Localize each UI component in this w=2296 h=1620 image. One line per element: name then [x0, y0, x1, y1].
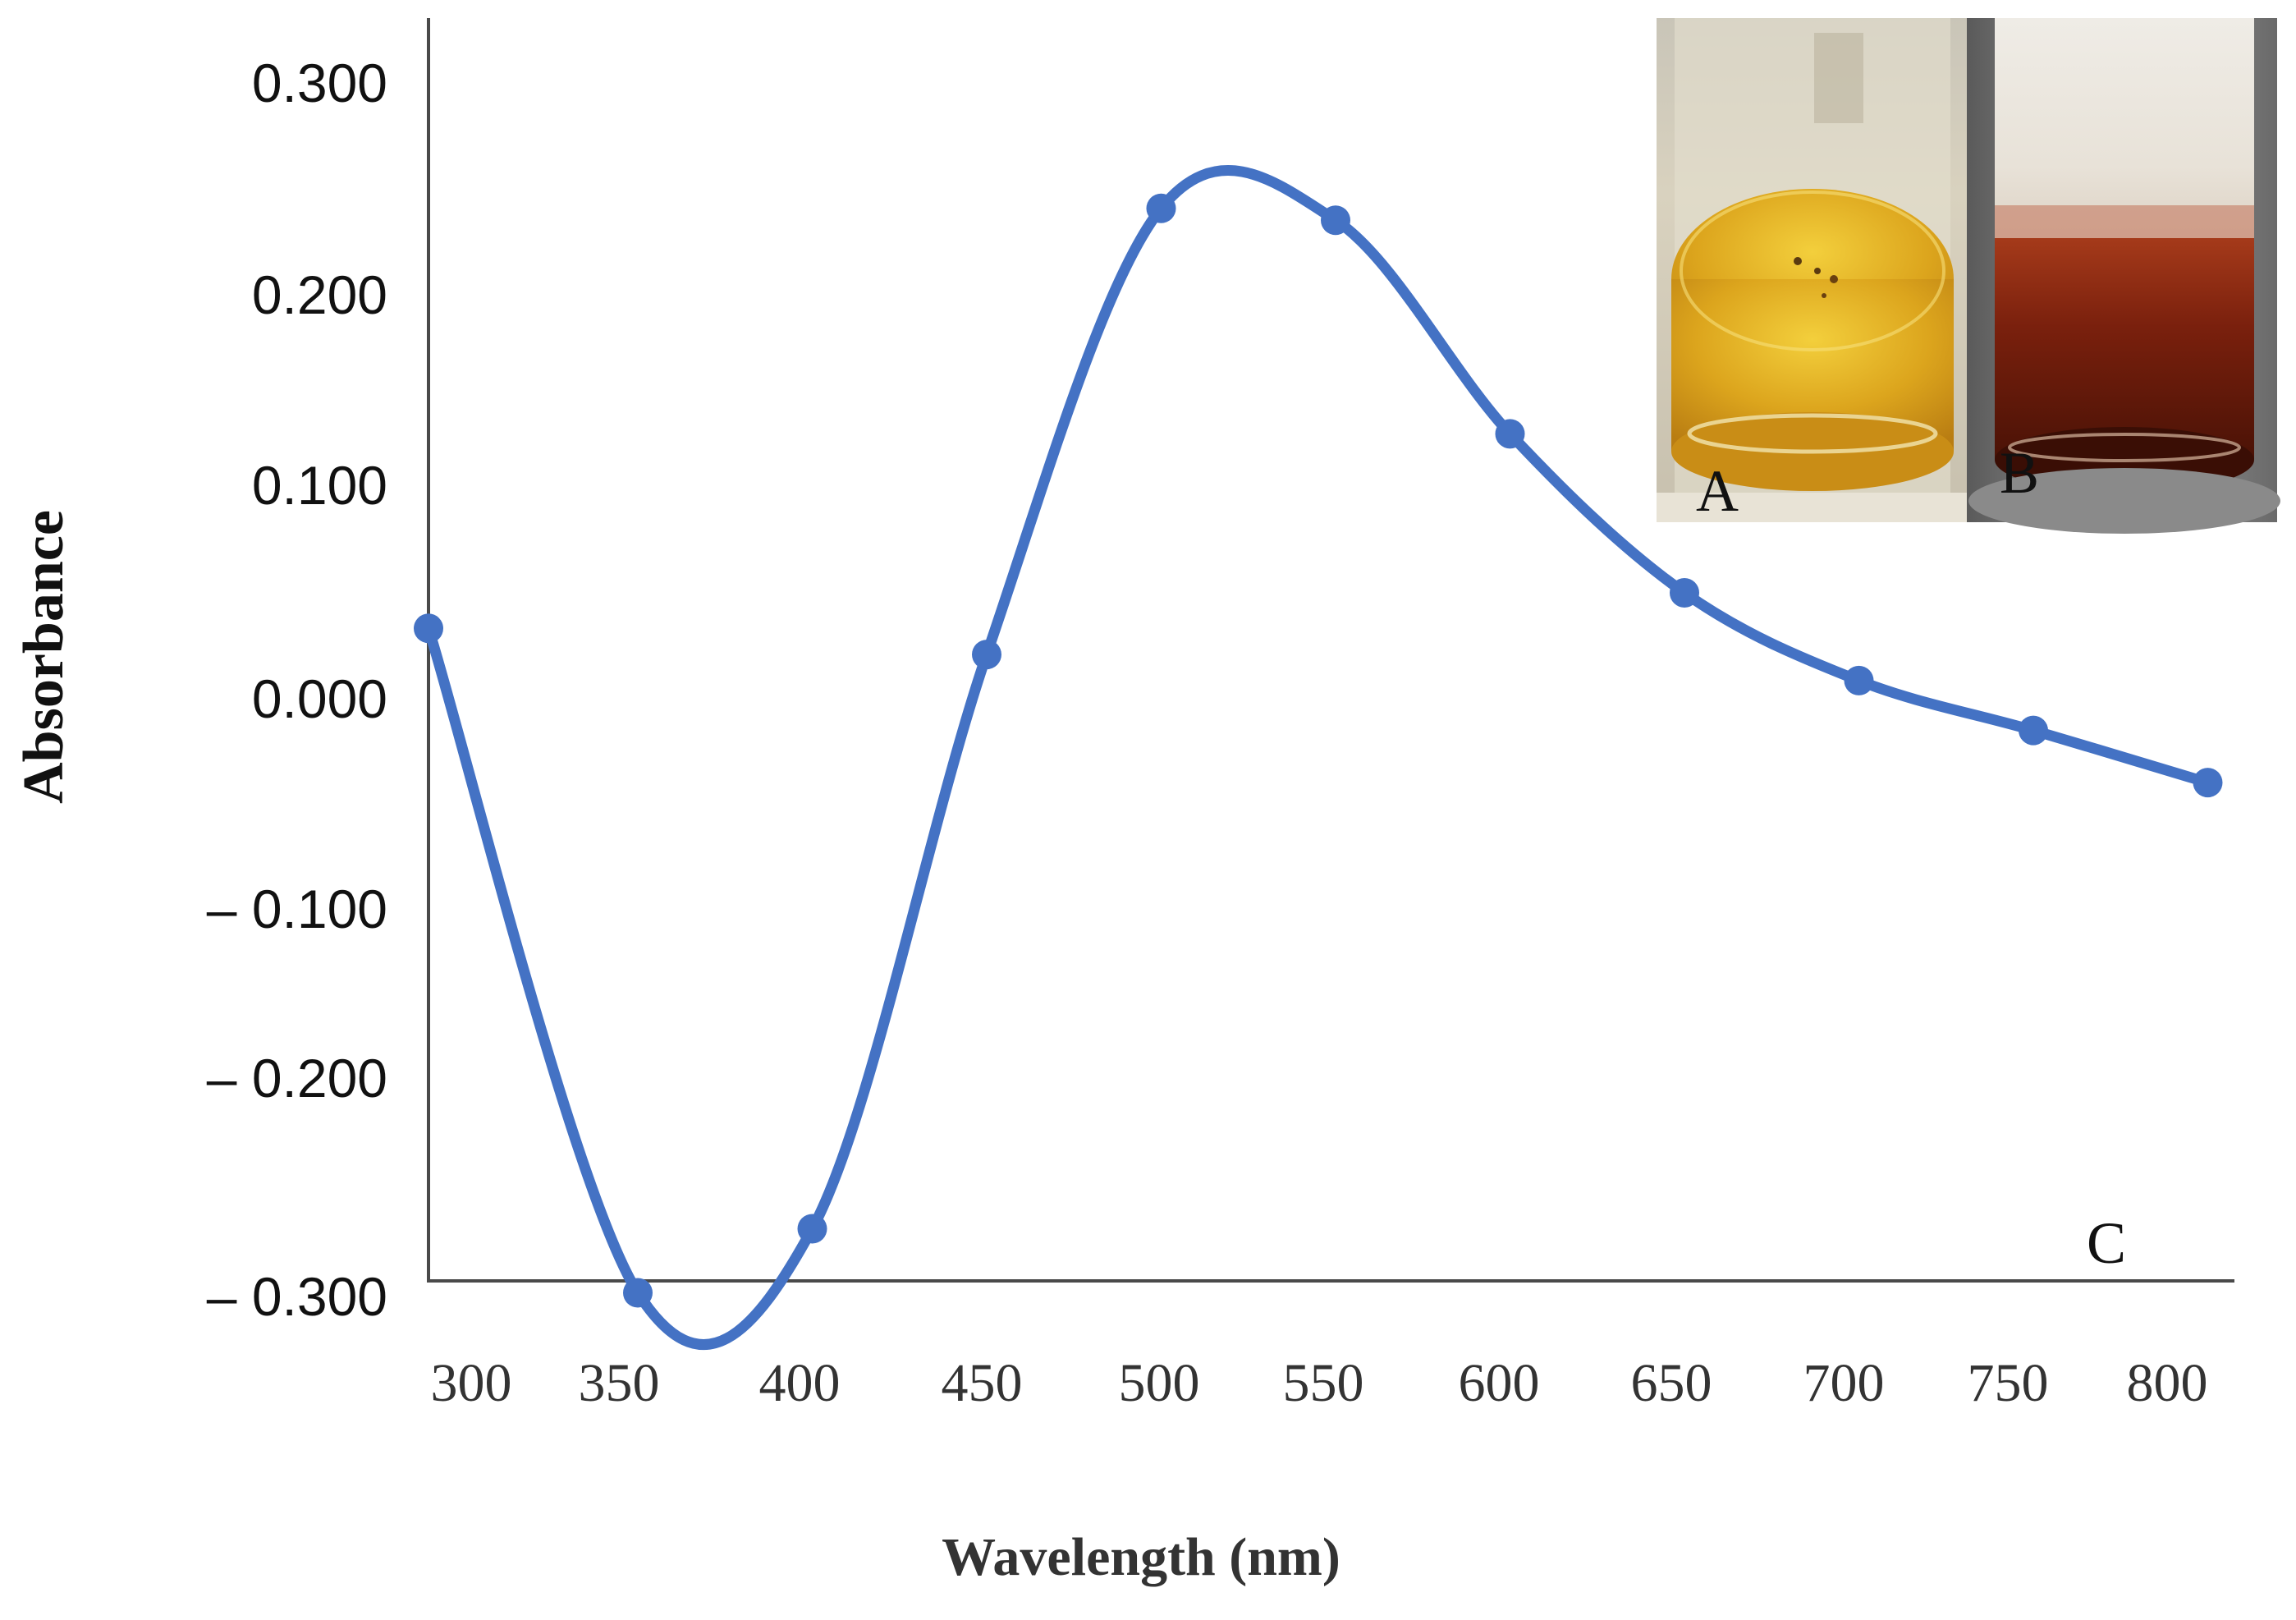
- data-point: [1495, 419, 1525, 449]
- y-tick-labels: 0.300 0.200 0.100 0.000 – 0.100 – 0.200 – 0.30…: [207, 53, 387, 1327]
- x-tick-label: 400: [759, 1353, 841, 1413]
- x-tick-label: 800: [2127, 1353, 2208, 1413]
- y-axis-title: Absorbance: [12, 510, 76, 804]
- data-point: [2019, 715, 2048, 746]
- y-tick-label: 0.200: [252, 264, 387, 325]
- x-tick-label: 600: [1459, 1353, 1540, 1413]
- series-absorbance: [414, 165, 2223, 1351]
- panel-b-label: B: [2000, 440, 2039, 506]
- y-tick-label: 0.000: [252, 668, 387, 729]
- x-tick-labels: 300 350 400 450 500 550 600 650 700 750 800: [431, 1353, 2208, 1413]
- data-point: [1844, 665, 1874, 695]
- x-tick-label: 450: [942, 1353, 1023, 1413]
- x-tick-label: 350: [579, 1353, 660, 1413]
- data-point: [1146, 193, 1176, 223]
- y-tick-label: 0.300: [252, 53, 387, 113]
- y-tick-label: – 0.300: [207, 1266, 387, 1327]
- y-tick-label: – 0.200: [207, 1048, 387, 1108]
- data-point: [797, 1214, 827, 1244]
- x-tick-label: 500: [1119, 1353, 1200, 1413]
- x-axis-title: Wavelength (nm): [942, 1527, 1340, 1587]
- inset-photos: A B: [1657, 18, 2280, 534]
- data-point: [1670, 577, 1699, 608]
- x-tick-label: 700: [1803, 1353, 1885, 1413]
- x-tick-label: 300: [431, 1353, 512, 1413]
- x-tick-label: 650: [1631, 1353, 1712, 1413]
- photo-b: B: [1967, 18, 2280, 534]
- y-tick-label: 0.100: [252, 455, 387, 516]
- data-point: [972, 640, 1001, 670]
- data-point: [414, 613, 443, 644]
- data-point: [1321, 205, 1350, 236]
- data-point: [623, 1278, 653, 1308]
- x-tick-label: 750: [1968, 1353, 2049, 1413]
- photo-a: A: [1657, 18, 1967, 524]
- y-tick-label: – 0.100: [207, 879, 387, 939]
- panel-a-label: A: [1696, 458, 1739, 524]
- x-tick-label: 550: [1283, 1353, 1364, 1413]
- data-point: [2193, 768, 2223, 798]
- panel-c-label: C: [2087, 1210, 2126, 1276]
